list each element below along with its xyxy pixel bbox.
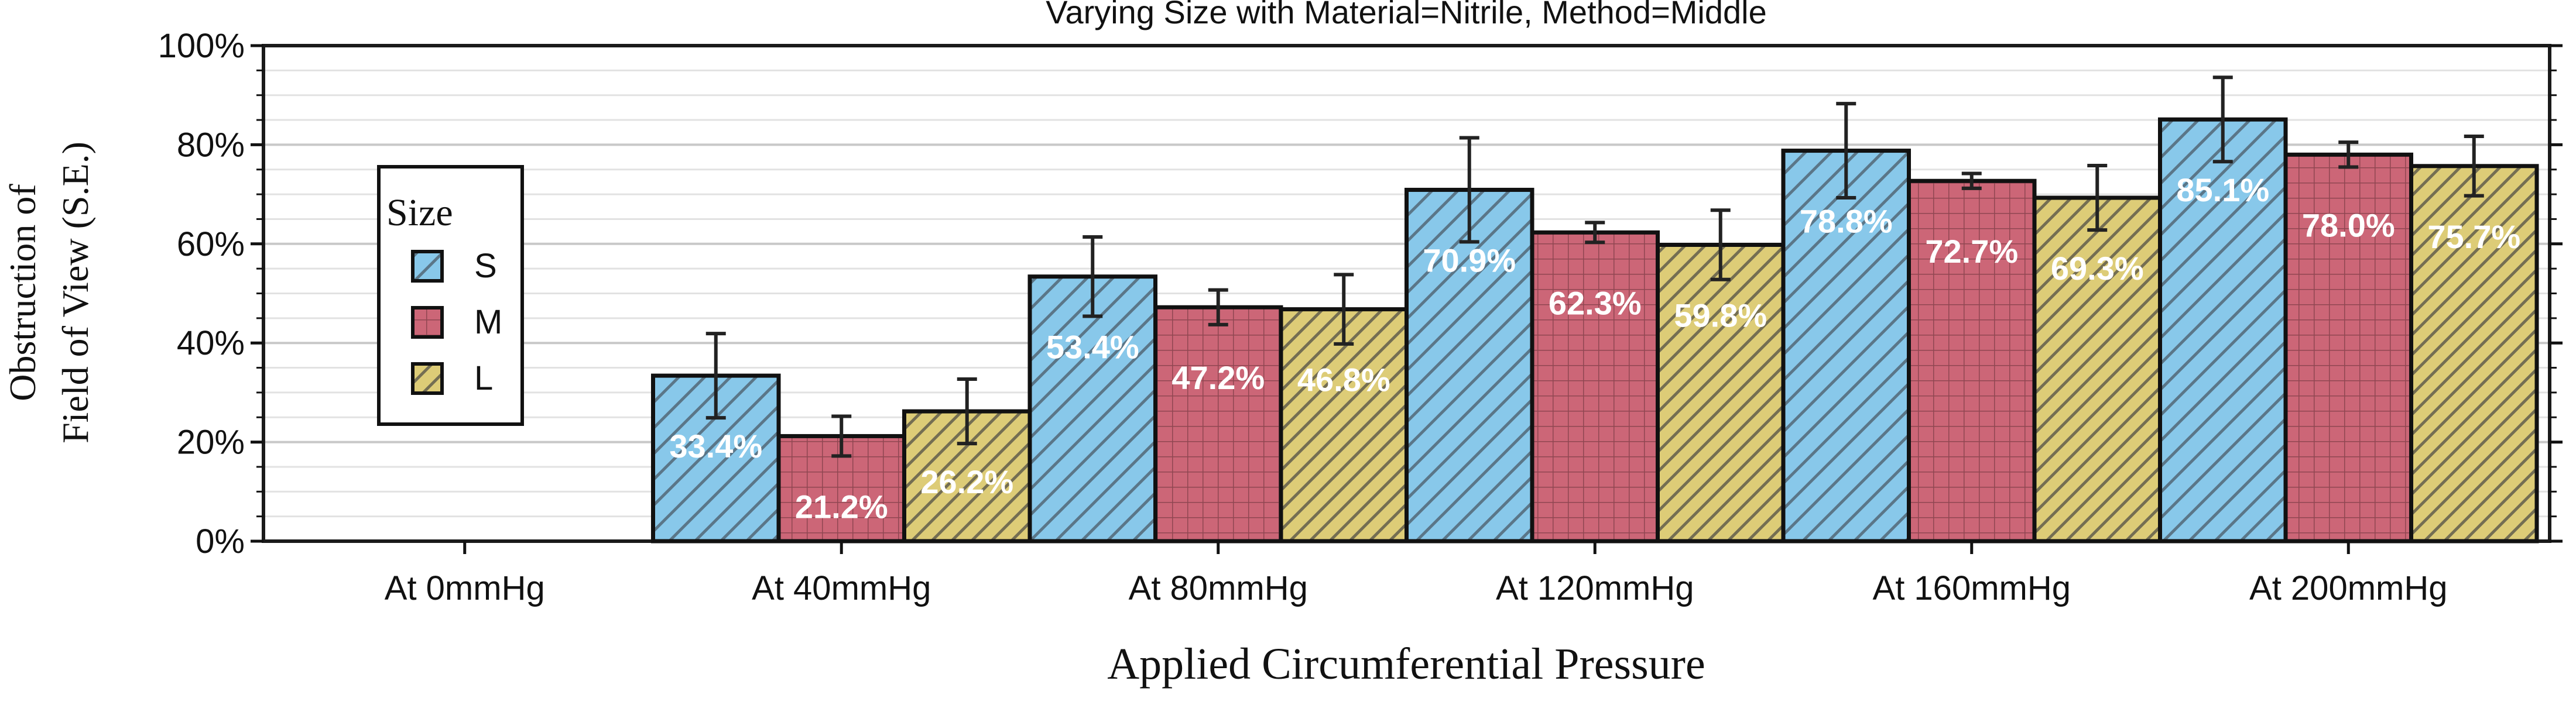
- bar-M-4-hatch: [1532, 232, 1658, 542]
- legend-label-S: S: [474, 247, 497, 285]
- bar-L-5-hatch: [2034, 198, 2160, 541]
- y-tick-label: 100%: [158, 27, 245, 65]
- data-label-L: 59.8%: [1674, 297, 1767, 333]
- legend-frame: [377, 165, 524, 426]
- x-tick-label: At 120mmHg: [1496, 569, 1694, 607]
- bar-S-4-hatch: [1406, 190, 1532, 541]
- legend: Size SML: [377, 165, 524, 426]
- legend-swatch-hatch-L: [413, 364, 442, 393]
- data-label-S: 53.4%: [1046, 329, 1139, 366]
- legend-label-L: L: [474, 359, 493, 397]
- data-label-S: 70.9%: [1423, 242, 1516, 278]
- legend-swatch-hatch-S: [413, 252, 442, 281]
- x-axis: At 0mmHg At 40mmHg At 80mmHg At 120mmHg At 1…: [385, 541, 2447, 607]
- data-label-L: 26.2%: [920, 463, 1013, 500]
- bar-M-3-hatch: [1155, 307, 1281, 541]
- data-label-L: 46.8%: [1297, 362, 1390, 398]
- y-tick-label: 60%: [177, 225, 245, 263]
- chart-title: Varying Size with Material=Nitrile, Meth…: [1046, 0, 1766, 30]
- x-tick-label: At 160mmHg: [1873, 569, 2071, 607]
- y-tick-label: 20%: [177, 424, 245, 462]
- data-label-M: 21.2%: [795, 488, 888, 525]
- bar-M-6-hatch: [2286, 154, 2411, 542]
- x-tick-label: At 200mmHg: [2249, 569, 2447, 607]
- bar-L-6-hatch: [2411, 166, 2537, 541]
- bar-S-3-hatch: [1030, 276, 1156, 541]
- legend-swatch-hatch-M: [413, 308, 442, 337]
- bar-M-5-hatch: [1909, 181, 2034, 542]
- x-tick-label: At 0mmHg: [385, 569, 545, 607]
- bar-S-6-hatch: [2160, 119, 2286, 541]
- bar-L-3-hatch: [1281, 309, 1407, 541]
- y-tick-label: 80%: [177, 126, 245, 164]
- y-tick-label: 40%: [177, 324, 245, 362]
- legend-swatch-outline-L: [411, 362, 444, 395]
- y-axis: 0% 20% 40% 60% 80% 100%: [158, 27, 2563, 560]
- data-label-S: 33.4%: [669, 428, 762, 465]
- data-label-S: 85.1%: [2176, 171, 2269, 208]
- data-label-M: 78.0%: [2302, 207, 2395, 243]
- legend-title: Size: [386, 191, 453, 234]
- legend-label-M: M: [474, 303, 502, 341]
- y-axis-title-line-1: Obstruction of: [2, 184, 43, 401]
- y-tick-label: 0%: [196, 522, 245, 560]
- y-axis-title-line-2: Field of View (S.E.): [54, 142, 96, 443]
- legend-swatch-outline-S: [411, 250, 444, 283]
- y-axis-title: Obstruction of Field of View (S.E.): [2, 142, 96, 443]
- bar-L-4-hatch: [1657, 245, 1783, 541]
- data-label-S: 78.8%: [1800, 203, 1893, 240]
- data-label-L: 69.3%: [2051, 250, 2144, 287]
- data-label-L: 75.7%: [2427, 218, 2520, 255]
- legend-swatch-outline-M: [411, 306, 444, 339]
- x-axis-title: Applied Circumferential Pressure: [1107, 639, 1705, 689]
- x-tick-label: At 80mmHg: [1129, 569, 1308, 607]
- bar-S-5-hatch: [1783, 150, 1909, 542]
- data-label-M: 72.7%: [1925, 233, 2018, 270]
- bars: 33.4% 21.2% 26.2% 53.4% 47.2% 46.8% 70.9% 62.3%…: [651, 75, 2539, 544]
- x-tick-label: At 40mmHg: [752, 569, 931, 607]
- data-label-M: 62.3%: [1549, 284, 1642, 321]
- data-label-M: 47.2%: [1171, 359, 1265, 396]
